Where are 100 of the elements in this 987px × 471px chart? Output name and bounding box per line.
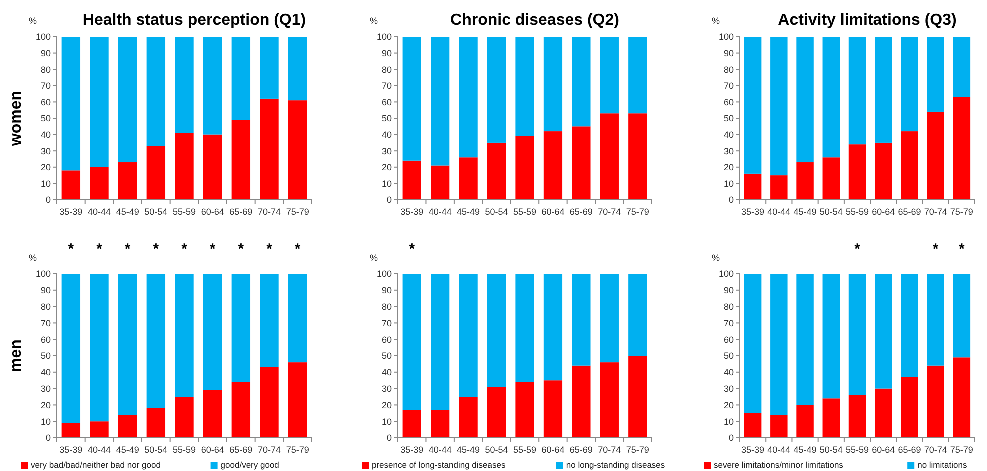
bar: [232, 382, 251, 438]
bar: [175, 37, 194, 134]
bar: [431, 166, 450, 200]
annotation: *: [124, 241, 131, 258]
bar: [628, 274, 648, 356]
bar: [118, 37, 138, 163]
bar: [90, 167, 109, 200]
x-tick-label: 40-44: [88, 207, 112, 217]
y-tick-label: 0: [46, 195, 51, 206]
y-tick-label: 90: [382, 286, 392, 296]
bar: [431, 37, 450, 166]
bar: [953, 37, 971, 98]
x-tick-label: 35-39: [742, 207, 765, 217]
x-tick-label: 35-39: [60, 207, 83, 217]
text: men: [8, 340, 25, 372]
bar: [796, 162, 814, 200]
y-tick-label: 70: [40, 81, 51, 92]
chart-title: Activity limitations (Q3): [778, 12, 957, 29]
x-tick-label: 55-59: [172, 207, 196, 217]
y-tick-label: 50: [382, 114, 392, 124]
chart-title: Health status perception (Q1): [82, 12, 306, 29]
y-tick-label: 30: [382, 146, 392, 156]
x-tick-label: 45-49: [794, 207, 817, 217]
x-tick-label: 45-49: [457, 445, 480, 455]
x-tick-label: 45-49: [457, 207, 480, 217]
x-tick-label: 55-59: [513, 445, 537, 455]
bar: [288, 274, 308, 363]
x-tick-label: 70-74: [258, 207, 282, 217]
y-tick-label: 0: [728, 195, 734, 206]
annotation: *: [238, 241, 244, 258]
bar: [901, 377, 918, 438]
x-tick-label: 50-54: [820, 445, 843, 455]
bar: [402, 37, 422, 161]
bar: [146, 146, 166, 200]
bar: [600, 362, 619, 438]
x-tick-label: 65-69: [570, 207, 593, 217]
y-tick-label: 100: [718, 32, 734, 42]
bar: [175, 133, 194, 200]
bar: [953, 274, 971, 358]
y-tick-label: 80: [724, 64, 734, 75]
bar: [232, 120, 251, 200]
x-tick-label: 70-74: [598, 207, 622, 217]
x-tick-label: 40-44: [768, 445, 791, 455]
bar: [744, 37, 762, 174]
y-tick-label: 80: [40, 64, 51, 75]
y-tick-label: 50: [40, 351, 51, 362]
y-tick-label: 70: [724, 81, 734, 92]
bar: [628, 356, 648, 438]
y-tick-label: 10: [724, 416, 734, 427]
x-tick-label: 60-64: [201, 445, 224, 455]
x-tick-label: 55-59: [846, 445, 870, 455]
bar: [927, 366, 944, 438]
bar: [953, 97, 971, 200]
bar: [487, 37, 506, 143]
bar: [770, 37, 788, 176]
bar: [600, 37, 619, 114]
x-tick-label: 50-54: [485, 445, 508, 455]
bar: [146, 408, 166, 438]
bar: [90, 274, 109, 422]
bar: [402, 274, 422, 410]
y-tick-label: 50: [724, 351, 734, 362]
bar: [901, 37, 918, 132]
y-axis-title: %: [370, 253, 378, 263]
bar: [822, 274, 840, 399]
bar: [203, 390, 222, 438]
bar: [572, 274, 591, 366]
y-tick-label: 10: [40, 178, 51, 189]
x-tick-label: 55-59: [513, 207, 537, 217]
bar: [175, 397, 194, 438]
bar: [744, 274, 762, 414]
y-tick-label: 50: [40, 114, 51, 124]
bar: [118, 415, 138, 438]
bar: [118, 274, 138, 416]
y-tick-label: 10: [40, 416, 51, 427]
bar: [901, 132, 918, 200]
y-tick-label: 60: [724, 97, 734, 108]
bar: [175, 274, 194, 397]
y-tick-label: 60: [40, 97, 51, 108]
y-axis-title: %: [712, 253, 720, 263]
bar: [770, 274, 788, 416]
bar: [146, 37, 166, 146]
bar: [459, 158, 478, 200]
y-tick-label: 60: [382, 97, 392, 108]
bar: [544, 274, 563, 381]
y-tick-label: 40: [382, 368, 392, 378]
bar: [796, 274, 814, 406]
legend-label: no long-standing diseases: [566, 460, 666, 470]
x-tick-label: 45-49: [116, 445, 140, 455]
y-tick-label: 40: [40, 368, 51, 378]
y-tick-label: 20: [40, 400, 51, 410]
annotation: *: [294, 241, 301, 258]
annotation: *: [854, 241, 861, 258]
bar: [822, 158, 840, 200]
y-tick-label: 80: [382, 64, 392, 75]
bar: [402, 410, 422, 438]
bar: [628, 37, 648, 114]
bar: [796, 405, 814, 438]
x-tick-label: 35-39: [60, 445, 83, 455]
bar: [927, 274, 944, 366]
bar: [288, 362, 308, 438]
